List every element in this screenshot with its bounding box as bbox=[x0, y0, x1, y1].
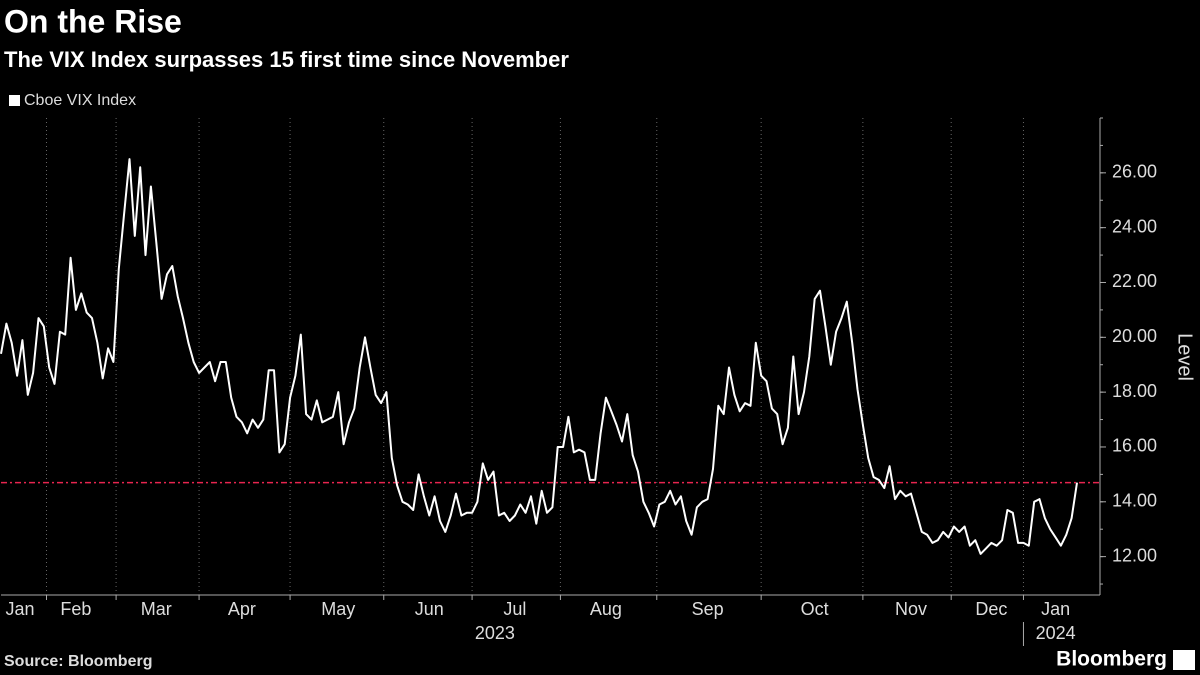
source: Source: Bloomberg bbox=[4, 653, 152, 670]
x-tick-label: Jul bbox=[503, 599, 526, 619]
x-tick-label: May bbox=[321, 599, 355, 619]
y-tick-label: 12.00 bbox=[1112, 545, 1157, 565]
y-tick-label: 22.00 bbox=[1112, 271, 1157, 291]
y-tick-label: 16.00 bbox=[1112, 436, 1157, 456]
legend-swatch bbox=[9, 95, 20, 106]
year-label: 2024 bbox=[1036, 623, 1076, 643]
x-tick-label: Dec bbox=[975, 599, 1007, 619]
x-tick-label: Nov bbox=[895, 599, 927, 619]
chart-title: On the Rise bbox=[4, 3, 182, 39]
y-tick-label: 18.00 bbox=[1112, 381, 1157, 401]
x-tick-label: Aug bbox=[590, 599, 622, 619]
x-tick-label: Sep bbox=[692, 599, 724, 619]
y-tick-label: 24.00 bbox=[1112, 216, 1157, 236]
x-tick-label: Jan bbox=[5, 599, 34, 619]
brand-icon bbox=[1173, 650, 1195, 670]
x-tick-label: Oct bbox=[801, 599, 829, 619]
brand: Bloomberg bbox=[1056, 648, 1167, 671]
y-tick-label: 14.00 bbox=[1112, 491, 1157, 511]
x-tick-label: Apr bbox=[228, 599, 256, 619]
year-label: 2023 bbox=[475, 623, 515, 643]
chart-subtitle: The VIX Index surpasses 15 first time si… bbox=[4, 47, 569, 72]
x-tick-label: Jun bbox=[415, 599, 444, 619]
x-tick-label: Feb bbox=[60, 599, 91, 619]
y-tick-label: 20.00 bbox=[1112, 326, 1157, 346]
legend-label: Cboe VIX Index bbox=[24, 92, 136, 109]
y-tick-label: 26.00 bbox=[1112, 162, 1157, 182]
x-tick-label: Mar bbox=[141, 599, 172, 619]
y-axis-label: Level bbox=[1174, 333, 1196, 381]
x-tick-label: Jan bbox=[1041, 599, 1070, 619]
series-line bbox=[0, 158, 1078, 555]
